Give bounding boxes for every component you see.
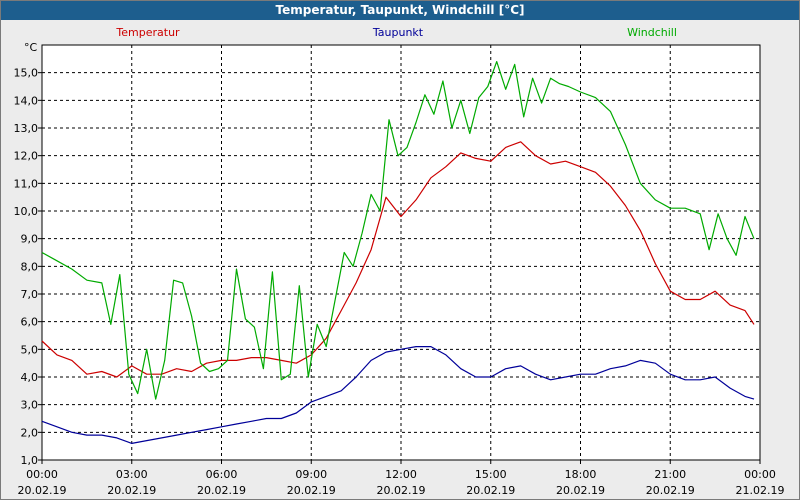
series-lines xyxy=(41,60,755,444)
x-tick-date: 20.02.19 xyxy=(646,484,695,497)
y-tick-label: 14,0 xyxy=(14,94,39,107)
y-tick-label: 13,0 xyxy=(14,122,39,135)
x-tick-time: 06:00 xyxy=(206,468,238,481)
x-tick-date: 20.02.19 xyxy=(466,484,515,497)
y-tick-label: 2,0 xyxy=(21,426,39,439)
chart-title: Temperatur, Taupunkt, Windchill [°C] xyxy=(1,1,799,20)
x-tick-date: 20.02.19 xyxy=(18,484,67,497)
x-tick-time: 18:00 xyxy=(565,468,597,481)
y-tick-label: 1,0 xyxy=(21,454,39,467)
y-tick-label: 10,0 xyxy=(14,205,39,218)
series-line-windchill xyxy=(41,60,755,400)
x-tick-date: 20.02.19 xyxy=(377,484,426,497)
x-tick-time: 15:00 xyxy=(475,468,507,481)
y-axis-label: °C xyxy=(24,41,38,54)
x-tick-time: 12:00 xyxy=(385,468,417,481)
y-tick-label: 11,0 xyxy=(14,177,39,190)
legend-windchill: Windchill xyxy=(627,26,677,39)
y-tick-label: 7,0 xyxy=(21,288,39,301)
y-tick-label: 6,0 xyxy=(21,316,39,329)
series-line-taupunkt xyxy=(41,346,755,444)
x-tick-date: 20.02.19 xyxy=(107,484,156,497)
x-tick-time: 00:00 xyxy=(26,468,58,481)
x-axis-ticks: 00:00 20.02.19 03:00 20.02.19 06:00 20.02.19 0… xyxy=(18,460,785,497)
y-tick-label: 9,0 xyxy=(21,233,39,246)
y-tick-label: 15,0 xyxy=(14,67,39,80)
x-tick-date: 20.02.19 xyxy=(556,484,605,497)
legend: Temperatur Taupunkt Windchill xyxy=(115,26,677,39)
y-tick-label: 5,0 xyxy=(21,343,39,356)
y-axis-ticks: 1,0 2,0 3,0 4,0 5,0 6,0 7,0 8,0 9,0 10,0 11,0 12,0 1… xyxy=(14,67,42,467)
x-tick-date: 21.02.19 xyxy=(736,484,785,497)
x-tick-time: 09:00 xyxy=(295,468,327,481)
legend-temperatur: Temperatur xyxy=(115,26,180,39)
x-tick-time: 00:00 xyxy=(744,468,776,481)
plot-area xyxy=(41,44,761,461)
x-tick-date: 20.02.19 xyxy=(197,484,246,497)
x-tick-time: 03:00 xyxy=(116,468,148,481)
y-tick-label: 4,0 xyxy=(21,371,39,384)
y-tick-label: 8,0 xyxy=(21,260,39,273)
x-tick-date: 20.02.19 xyxy=(287,484,336,497)
legend-taupunkt: Taupunkt xyxy=(372,26,424,39)
x-tick-time: 21:00 xyxy=(654,468,686,481)
y-tick-label: 12,0 xyxy=(14,150,39,163)
y-tick-label: 3,0 xyxy=(21,399,39,412)
